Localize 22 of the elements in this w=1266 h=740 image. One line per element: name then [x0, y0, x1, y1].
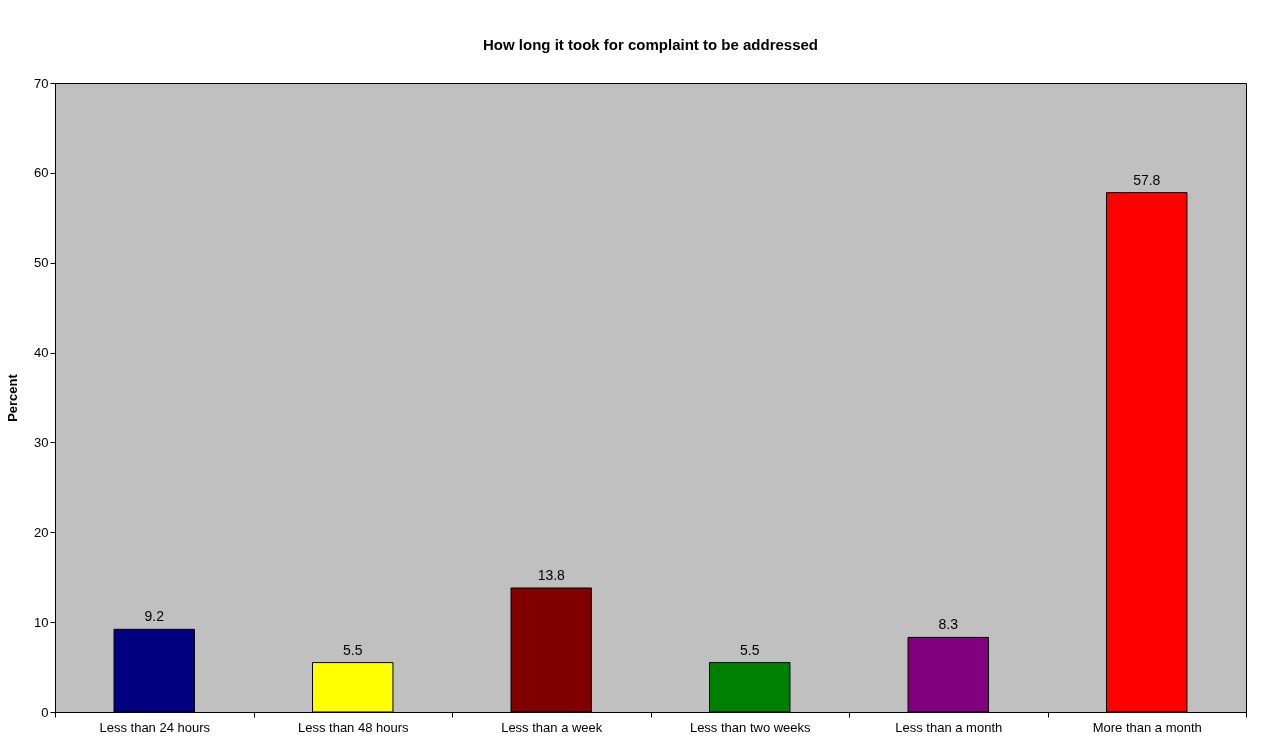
y-tick-label: 60 [34, 165, 49, 181]
x-tick-label: Less than a month [895, 719, 1003, 735]
y-axis-title: Percent [5, 373, 21, 422]
y-tick-label: 50 [34, 255, 49, 271]
y-tick-label: 40 [34, 345, 49, 361]
x-tick-label: Less than 24 hours [99, 719, 211, 735]
data-label: 13.8 [537, 567, 566, 583]
chart-title: How long it took for complaint to be addressed [482, 36, 819, 53]
data-label: 5.5 [740, 641, 760, 658]
x-tick-label: More than a month [1092, 719, 1202, 735]
data-label: 5.5 [343, 641, 363, 658]
data-label: 9.2 [144, 608, 165, 625]
y-tick-label: 30 [34, 434, 49, 450]
y-tick-label: 20 [34, 524, 49, 540]
x-tick-label: Less than a week [501, 719, 603, 735]
x-tick-label: Less than two weeks [689, 719, 812, 735]
data-label: 8.3 [938, 616, 959, 633]
x-tick-label: Less than 48 hours [297, 719, 410, 735]
y-tick-label: 70 [34, 75, 49, 91]
data-label: 57.8 [1133, 171, 1161, 188]
y-tick-label: 0 [41, 704, 49, 720]
y-tick-label: 10 [34, 614, 49, 630]
